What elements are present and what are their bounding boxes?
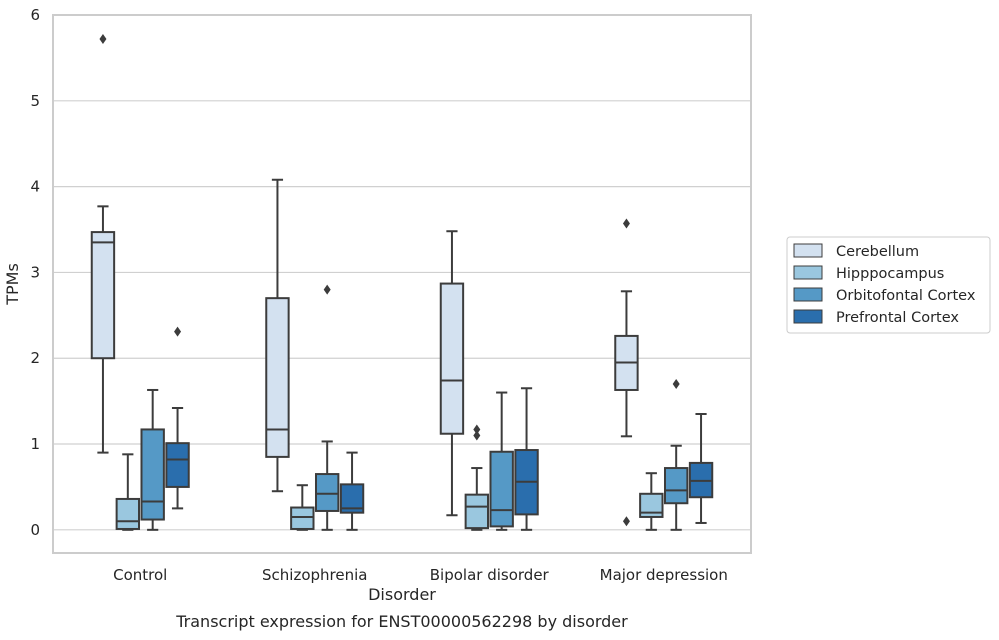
box-group <box>663 378 689 531</box>
box-group <box>90 34 116 454</box>
box-group <box>639 472 664 531</box>
box-group <box>165 326 190 510</box>
box-rect <box>663 467 689 505</box>
box-rect <box>314 473 340 512</box>
x-tick-label: Control <box>113 566 167 584</box>
box-rect <box>165 442 190 488</box>
box-rect <box>489 450 514 528</box>
box-rect <box>265 297 290 458</box>
y-tick-label: 1 <box>30 435 40 453</box>
box-group <box>290 484 315 531</box>
y-tick-label: 0 <box>30 521 40 539</box>
box-group <box>614 218 639 527</box>
box-group <box>439 230 465 517</box>
box-group <box>489 391 514 531</box>
outlier-point <box>622 218 630 229</box>
box-rect <box>339 483 365 514</box>
y-tick-label: 6 <box>30 6 40 24</box>
outlier-point <box>622 516 630 527</box>
x-axis-ticks: Control Schizophrenia Bipolar disorder Majo… <box>113 566 728 584</box>
outlier-point <box>99 34 107 45</box>
box-rect <box>90 231 116 360</box>
box-rect <box>290 506 315 530</box>
box-rect <box>639 492 664 518</box>
legend-swatch <box>793 287 823 302</box>
x-axis-label: Disorder <box>368 585 436 604</box>
y-tick-label: 3 <box>30 263 40 281</box>
box-group <box>314 284 340 531</box>
box-group <box>339 451 365 531</box>
box-group <box>688 412 714 524</box>
outlier-point <box>174 326 182 337</box>
legend-swatch <box>793 309 823 324</box>
box-group <box>140 388 165 531</box>
y-axis-label: TPMs <box>3 263 22 306</box>
outlier-point <box>672 378 680 389</box>
x-tick-label: Schizophrenia <box>262 566 367 584</box>
box-group <box>265 178 290 493</box>
legend-swatch <box>793 265 823 280</box>
legend-label: Orbitofontal Cortex <box>836 288 976 304</box>
y-tick-label: 5 <box>30 92 40 110</box>
legend-label: Prefrontal Cortex <box>836 310 959 326</box>
legend: Cerebellum Hipppocampus Orbitofontal Corte… <box>786 236 991 334</box>
box-group <box>514 387 539 531</box>
legend-label: Cerebellum <box>836 244 919 260</box>
box-series <box>90 34 714 531</box>
box-rect <box>140 428 165 521</box>
legend-frame <box>786 236 991 334</box>
outlier-point <box>473 430 481 441</box>
box-rect <box>464 493 490 530</box>
y-axis-ticks: 0 1 2 3 4 5 6 <box>30 6 40 539</box>
y-tick-label: 2 <box>30 349 40 367</box>
box-group <box>115 453 141 531</box>
legend-swatch <box>793 243 823 258</box>
plot-frame <box>52 14 752 554</box>
y-tick-label: 4 <box>30 178 40 196</box>
outlier-point <box>473 424 481 435</box>
outlier-point <box>323 284 331 295</box>
chart-caption: Transcript expression for ENST0000056229… <box>175 612 628 631</box>
box-group <box>464 424 490 531</box>
box-rect <box>115 497 141 530</box>
x-tick-label: Major depression <box>600 566 728 584</box>
box-rect <box>439 282 465 435</box>
legend-label: Hipppocampus <box>836 266 944 282</box>
x-tick-label: Bipolar disorder <box>430 566 550 584</box>
